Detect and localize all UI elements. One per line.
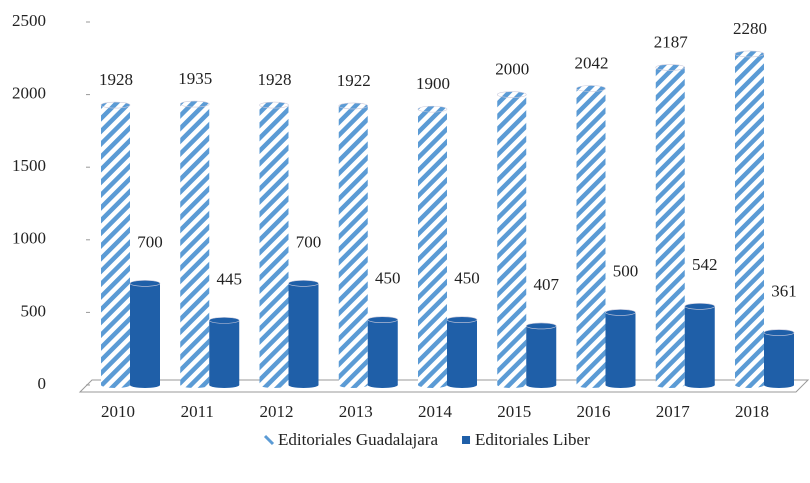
legend-swatch [462, 436, 471, 444]
bar-base [447, 382, 477, 388]
value-label: 700 [137, 232, 163, 251]
bar-hatched-top [417, 105, 448, 113]
bar-hatched-top [179, 100, 210, 108]
y-tick-label: 2500 [12, 11, 46, 30]
bar-base [605, 382, 636, 388]
value-label: 1922 [337, 71, 371, 90]
x-tick-label: 2013 [339, 402, 373, 421]
bar-hatched-top [655, 64, 686, 71]
bar-base [288, 382, 319, 388]
bar-hatched-top [259, 101, 289, 109]
bar-base [684, 382, 715, 388]
value-label: 361 [771, 281, 797, 300]
bar [605, 312, 636, 385]
bar-hatched [101, 105, 130, 386]
y-tick-label: 0 [38, 374, 47, 393]
value-label: 700 [296, 232, 322, 251]
bar-base [764, 382, 794, 388]
bar-hatched-base [338, 382, 368, 388]
value-label: 542 [692, 255, 718, 274]
bar-hatched-base [259, 382, 289, 388]
y-tick-label: 1000 [12, 229, 46, 248]
bar-hatched [497, 94, 527, 385]
bar-base [209, 382, 240, 388]
bar [684, 306, 715, 385]
x-tick-label: 2015 [497, 402, 531, 421]
bar-top [763, 329, 795, 336]
value-label: 2187 [654, 32, 689, 51]
bar-hatched-base [655, 382, 685, 388]
legend-swatch [263, 434, 275, 446]
bar-base [367, 382, 398, 388]
value-label: 1928 [99, 70, 133, 89]
bar-top [525, 322, 557, 330]
value-label: 2000 [495, 60, 529, 79]
bar-hatched [735, 53, 764, 385]
bar-hatched-base [576, 382, 606, 388]
value-label: 450 [375, 269, 401, 288]
bar-hatched-base [180, 382, 210, 388]
bar-hatched-top [100, 101, 131, 109]
bar-hatched-top [338, 102, 369, 110]
bar-hatched-base [735, 382, 764, 388]
y-tick-label: 2000 [12, 84, 46, 103]
value-label: 407 [534, 275, 560, 294]
bar [130, 283, 160, 385]
bar [526, 325, 557, 385]
value-label: 450 [454, 269, 480, 288]
bar-top [367, 316, 399, 323]
bar-hatched-top [496, 91, 527, 98]
bar-hatched [180, 104, 210, 386]
bar-base [130, 382, 160, 388]
value-label: 500 [613, 261, 639, 280]
bar-hatched [418, 109, 447, 386]
bar [764, 332, 794, 385]
value-label: 1928 [258, 70, 292, 89]
bar [367, 319, 398, 385]
bar-top [288, 280, 319, 287]
x-tick-label: 2016 [577, 402, 611, 421]
bar-top [129, 280, 161, 287]
x-tick-label: 2017 [656, 402, 691, 421]
bar-hatched [338, 105, 368, 385]
value-label: 2280 [733, 19, 767, 38]
value-label: 1935 [178, 69, 212, 88]
bar-hatched [655, 67, 685, 385]
bar-hatched-top [734, 50, 765, 58]
bar-hatched [259, 105, 289, 386]
value-label: 1900 [416, 74, 450, 93]
x-tick-label: 2018 [735, 402, 769, 421]
value-label: 445 [217, 269, 243, 288]
bar-top [684, 303, 716, 310]
bar-hatched-top [576, 85, 606, 92]
y-tick-label: 1500 [12, 156, 46, 175]
bar-hatched-base [497, 382, 527, 388]
bar [288, 283, 319, 385]
bar-top [208, 317, 240, 324]
bar [447, 319, 477, 385]
bar-hatched [576, 88, 606, 386]
x-tick-label: 2010 [101, 402, 135, 421]
legend-label: Editoriales Guadalajara [278, 430, 438, 449]
bar-top [605, 309, 636, 316]
bar-hatched-base [418, 382, 447, 388]
bar-top [446, 316, 478, 323]
bar-base [526, 382, 557, 388]
x-tick-label: 2012 [260, 402, 294, 421]
bar [209, 320, 240, 385]
value-label: 2042 [575, 53, 609, 72]
bar-hatched-base [101, 382, 130, 388]
x-tick-label: 2011 [181, 402, 214, 421]
x-tick-label: 2014 [418, 402, 453, 421]
legend-label: Editoriales Liber [475, 430, 590, 449]
y-tick-label: 500 [21, 301, 47, 320]
